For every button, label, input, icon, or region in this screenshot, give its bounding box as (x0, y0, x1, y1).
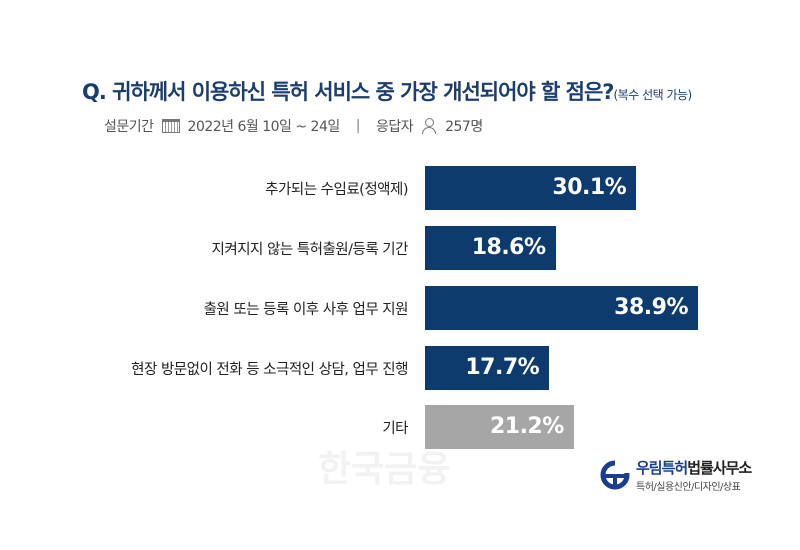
separator: | (355, 118, 361, 134)
logo-name-accent: 우림특허 (636, 459, 688, 477)
logo-subtitle: 특허/실용신안/디자인/상표 (636, 482, 741, 493)
respondents-label: 응답자 (375, 119, 414, 135)
period-value: 2022년 6월 10일 ~ 24일 (187, 119, 341, 135)
logo-emblem-icon (600, 460, 630, 490)
category-label: 지켜지지 않는 특허출원/등록 기간 (211, 242, 409, 258)
category-label: 현장 방문없이 전화 등 소극적인 상담, 업무 진행 (131, 362, 408, 378)
survey-meta: 설문기간 2022년 6월 10일 ~ 24일 | 응답자 257명 (104, 116, 483, 136)
data-label: 38.9% (614, 295, 688, 320)
category-label: 출원 또는 등록 이후 사후 업무 지원 (203, 302, 409, 318)
logo: 우림특허법률사무소 특허/실용신안/디자인/상표 (600, 457, 752, 493)
category-label: 추가되는 수임료(정액제) (265, 182, 408, 198)
bar: 30.1% (425, 166, 637, 210)
logo-name: 법률사무소 (687, 459, 752, 477)
data-label: 30.1% (552, 175, 627, 200)
period-label: 설문기간 (104, 119, 154, 135)
watermark: 한국금융 (318, 449, 451, 490)
category-label: 기타 (382, 421, 408, 437)
data-label: 21.2% (489, 414, 564, 439)
person-icon (421, 118, 437, 134)
title-note: (복수 선택 가능) (613, 88, 693, 102)
calendar-icon (161, 119, 180, 133)
data-label: 18.6% (471, 235, 546, 260)
respondents-value: 257명 (445, 119, 483, 135)
bar: 17.7% (425, 346, 550, 390)
bar: 38.9% (425, 286, 698, 330)
title-text: Q. 귀하께서 이용하신 특허 서비스 중 가장 개선되어야 할 점은? (82, 80, 614, 104)
bar: 21.2% (425, 405, 574, 449)
data-label: 17.7% (465, 355, 540, 380)
bar: 18.6% (425, 226, 556, 270)
chart-title: Q. 귀하께서 이용하신 특허 서비스 중 가장 개선되어야 할 점은?(복수 … (82, 76, 692, 106)
